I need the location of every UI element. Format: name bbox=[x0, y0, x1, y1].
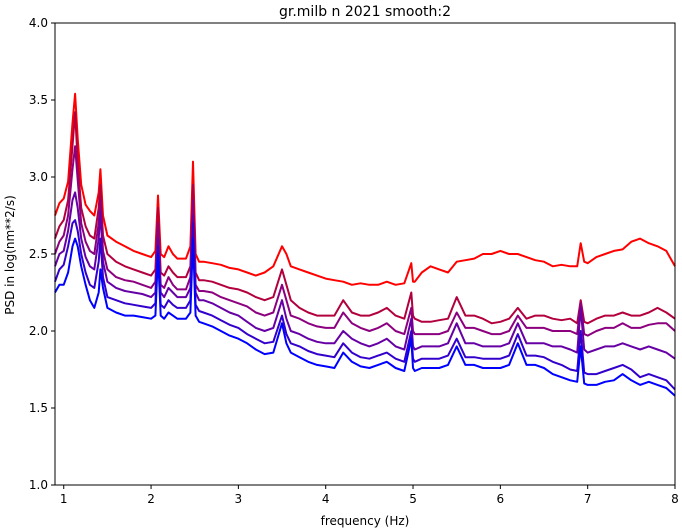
y-tick-label: 1.0 bbox=[29, 478, 48, 492]
y-tick-label: 3.0 bbox=[29, 170, 48, 184]
series-line-4 bbox=[54, 191, 676, 360]
y-tick-label: 3.5 bbox=[29, 93, 48, 107]
series-line-3 bbox=[54, 145, 676, 337]
x-tick-label: 2 bbox=[147, 492, 155, 506]
x-tick-label: 5 bbox=[409, 492, 417, 506]
y-tick-label: 4.0 bbox=[29, 16, 48, 30]
x-axis: 1 2 3 4 5 6 7 8 bbox=[60, 485, 679, 506]
x-tick-label: 8 bbox=[671, 492, 679, 506]
series-line-6 bbox=[54, 237, 676, 397]
series-layer bbox=[54, 92, 676, 397]
y-tick-label: 2.5 bbox=[29, 247, 48, 261]
chart-title: gr.milb n 2021 smooth:2 bbox=[279, 4, 451, 20]
x-tick-label: 6 bbox=[497, 492, 505, 506]
x-tick-label: 3 bbox=[235, 492, 243, 506]
series-line-1 bbox=[54, 92, 676, 286]
y-tick-label: 1.5 bbox=[29, 401, 48, 415]
x-tick-label: 1 bbox=[60, 492, 68, 506]
x-tick-label: 7 bbox=[584, 492, 592, 506]
series-line-2 bbox=[54, 111, 676, 325]
x-tick-label: 4 bbox=[322, 492, 330, 506]
x-axis-label: frequency (Hz) bbox=[321, 514, 410, 528]
y-axis-label: PSD in log(nm**2/s) bbox=[3, 195, 17, 315]
series-line-5 bbox=[54, 219, 676, 391]
y-axis: 1.0 1.5 2.0 2.5 3.0 3.5 4.0 bbox=[29, 16, 55, 492]
y-tick-label: 2.0 bbox=[29, 324, 48, 338]
